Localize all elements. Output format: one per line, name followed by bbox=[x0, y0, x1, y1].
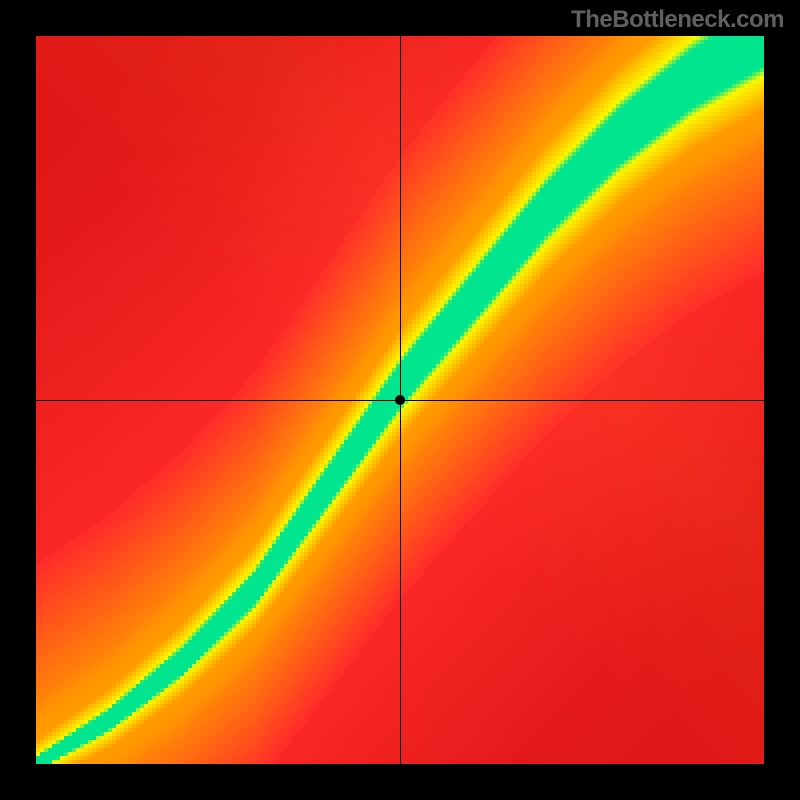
watermark: TheBottleneck.com bbox=[571, 6, 784, 34]
center-dot-marker bbox=[395, 395, 405, 405]
